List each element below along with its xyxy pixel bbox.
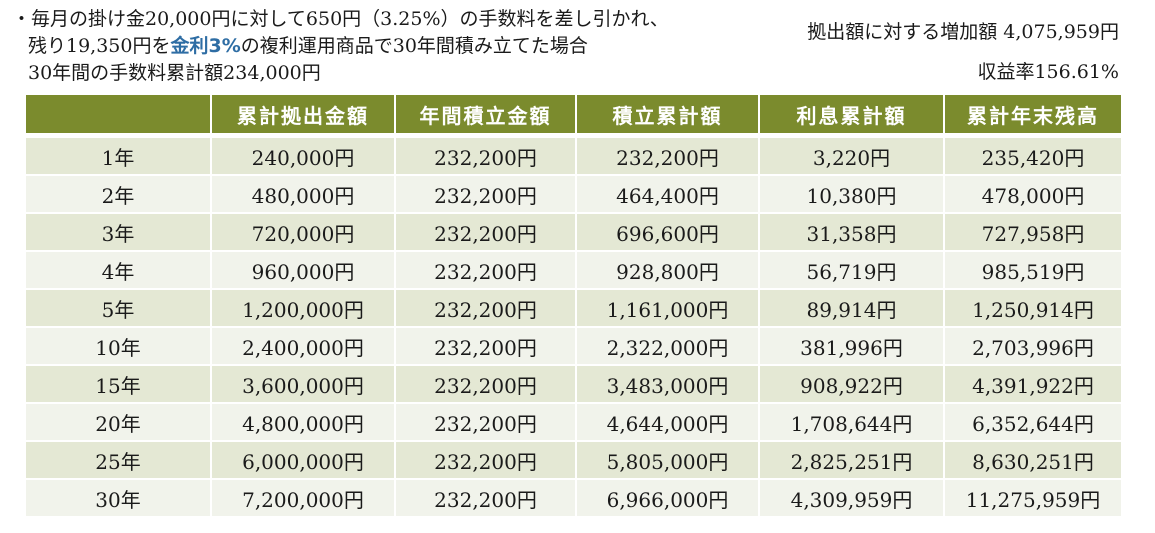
year-cell: 20年 (26, 402, 210, 440)
value-cell: 727,958円 (943, 212, 1121, 250)
value-cell: 2,703,996円 (943, 326, 1121, 364)
table-row: 10年 2,400,000円 232,200円 2,322,000円 381,996円 2… (26, 326, 1121, 364)
year-cell: 5年 (26, 288, 210, 326)
value-cell: 960,000円 (210, 250, 394, 288)
yield-rate: 収益率156.61% (977, 61, 1119, 83)
value-cell: 235,420円 (943, 136, 1121, 174)
value-cell: 6,966,000円 (575, 478, 758, 516)
value-cell: 4,391,922円 (943, 364, 1121, 402)
savings-table: 累計拠出金額 年間積立金額 積立累計額 利息累計額 累計年末残高 1年 240,000円 2… (26, 95, 1121, 516)
value-cell: 1,161,000円 (575, 288, 758, 326)
notes-block: ・毎月の掛け金20,000円に対して650円（3.25%）の手数料を差し引かれ、… (12, 6, 669, 87)
value-cell: 1,708,644円 (758, 402, 943, 440)
value-cell: 3,600,000円 (210, 364, 394, 402)
value-cell: 240,000円 (210, 136, 394, 174)
increase-amount: 拠出額に対する増加額 4,075,959円 (807, 21, 1119, 43)
column-header: 累計年末残高 (943, 95, 1121, 136)
value-cell: 696,600円 (575, 212, 758, 250)
note-line-investment: 残り19,350円を金利3%の複利運用商品で30年間積み立てた場合 (12, 33, 669, 60)
value-cell: 7,200,000円 (210, 478, 394, 516)
interest-rate-highlight: 金利3% (170, 35, 241, 57)
table-row: 1年 240,000円 232,200円 232,200円 3,220円 235,420円 (26, 136, 1121, 174)
value-cell: 720,000円 (210, 212, 394, 250)
table-row: 25年 6,000,000円 232,200円 5,805,000円 2,825,251… (26, 440, 1121, 478)
value-cell: 4,800,000円 (210, 402, 394, 440)
value-cell: 5,805,000円 (575, 440, 758, 478)
value-cell: 464,400円 (575, 174, 758, 212)
table-row: 5年 1,200,000円 232,200円 1,161,000円 89,914円 1,2… (26, 288, 1121, 326)
note-investment-post: の複利運用商品で30年間積み立てた場合 (240, 35, 588, 57)
value-cell: 232,200円 (575, 136, 758, 174)
column-header: 累計拠出金額 (210, 95, 394, 136)
value-cell: 232,200円 (394, 250, 575, 288)
value-cell: 928,800円 (575, 250, 758, 288)
table-row: 20年 4,800,000円 232,200円 4,644,000円 1,708,644… (26, 402, 1121, 440)
value-cell: 89,914円 (758, 288, 943, 326)
note-line-total-fee: 30年間の手数料累計額234,000円 (28, 62, 321, 84)
table-row: 3年 720,000円 232,200円 696,600円 31,358円 727,958… (26, 212, 1121, 250)
value-cell: 232,200円 (394, 440, 575, 478)
header-year-cell (26, 95, 210, 136)
value-cell: 2,400,000円 (210, 326, 394, 364)
year-cell: 25年 (26, 440, 210, 478)
value-cell: 56,719円 (758, 250, 943, 288)
table-row: 2年 480,000円 232,200円 464,400円 10,380円 478,000… (26, 174, 1121, 212)
table-body: 1年 240,000円 232,200円 232,200円 3,220円 235,420円… (26, 136, 1121, 516)
value-cell: 232,200円 (394, 364, 575, 402)
value-cell: 232,200円 (394, 288, 575, 326)
year-cell: 15年 (26, 364, 210, 402)
column-header: 利息累計額 (758, 95, 943, 136)
note-line-fee: ・毎月の掛け金20,000円に対して650円（3.25%）の手数料を差し引かれ、 (12, 8, 669, 30)
table-row: 15年 3,600,000円 232,200円 3,483,000円 908,922円 4… (26, 364, 1121, 402)
value-cell: 4,644,000円 (575, 402, 758, 440)
column-header: 年間積立金額 (394, 95, 575, 136)
value-cell: 232,200円 (394, 326, 575, 364)
year-cell: 10年 (26, 326, 210, 364)
table-row: 4年 960,000円 232,200円 928,800円 56,719円 985,519… (26, 250, 1121, 288)
value-cell: 2,825,251円 (758, 440, 943, 478)
value-cell: 6,352,644円 (943, 402, 1121, 440)
year-cell: 1年 (26, 136, 210, 174)
value-cell: 4,309,959円 (758, 478, 943, 516)
value-cell: 381,996円 (758, 326, 943, 364)
value-cell: 480,000円 (210, 174, 394, 212)
value-cell: 31,358円 (758, 212, 943, 250)
value-cell: 1,200,000円 (210, 288, 394, 326)
value-cell: 232,200円 (394, 174, 575, 212)
note-investment-pre: 残り19,350円を (28, 35, 171, 57)
year-cell: 30年 (26, 478, 210, 516)
value-cell: 232,200円 (394, 136, 575, 174)
value-cell: 232,200円 (394, 478, 575, 516)
value-cell: 11,275,959円 (943, 478, 1121, 516)
value-cell: 908,922円 (758, 364, 943, 402)
year-cell: 4年 (26, 250, 210, 288)
year-cell: 2年 (26, 174, 210, 212)
value-cell: 8,630,251円 (943, 440, 1121, 478)
value-cell: 10,380円 (758, 174, 943, 212)
column-header: 積立累計額 (575, 95, 758, 136)
value-cell: 232,200円 (394, 212, 575, 250)
value-cell: 3,220円 (758, 136, 943, 174)
value-cell: 232,200円 (394, 402, 575, 440)
year-cell: 3年 (26, 212, 210, 250)
value-cell: 2,322,000円 (575, 326, 758, 364)
value-cell: 1,250,914円 (943, 288, 1121, 326)
value-cell: 985,519円 (943, 250, 1121, 288)
value-cell: 6,000,000円 (210, 440, 394, 478)
value-cell: 3,483,000円 (575, 364, 758, 402)
summary-block: 拠出額に対する増加額 4,075,959円 収益率156.61% (807, 12, 1119, 92)
table-row: 30年 7,200,000円 232,200円 6,966,000円 4,309,959… (26, 478, 1121, 516)
value-cell: 478,000円 (943, 174, 1121, 212)
table-header-row: 累計拠出金額 年間積立金額 積立累計額 利息累計額 累計年末残高 (26, 95, 1121, 136)
